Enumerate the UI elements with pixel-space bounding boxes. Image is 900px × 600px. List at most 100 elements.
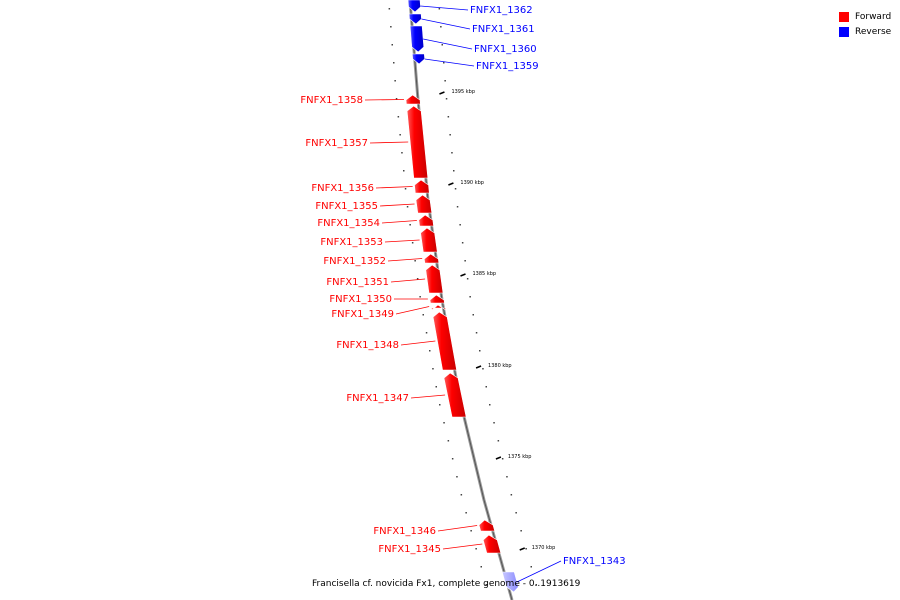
legend-label-reverse: Reverse (855, 26, 892, 37)
minor-tick (469, 296, 471, 298)
minor-tick (439, 404, 441, 406)
minor-tick (419, 296, 421, 298)
legend-item-forward: Forward (839, 9, 891, 24)
gene-fnfx1-1357[interactable] (406, 105, 429, 179)
minor-tick (404, 188, 407, 190)
minor-tick (480, 566, 482, 568)
tick-label: 1380 kbp (488, 363, 512, 369)
tick-label: 1385 kbp (473, 271, 497, 277)
gene-label[interactable]: FNFX1_1360 (474, 44, 537, 55)
tick-label: 1395 kbp (451, 89, 475, 95)
minor-tick (401, 152, 403, 154)
gene-fnfx1-1355[interactable] (415, 194, 433, 214)
minor-tick (432, 368, 434, 370)
minor-tick (470, 530, 472, 532)
label-leader (379, 203, 415, 207)
minor-tick (475, 332, 478, 334)
tick-label: 1390 kbp (460, 180, 484, 186)
minor-tick (425, 332, 428, 334)
minor-tick (515, 512, 517, 514)
gene-fnfx1-1349[interactable] (431, 304, 447, 311)
gene-label[interactable]: FNFX1_1347 (346, 393, 409, 404)
gene-label[interactable]: FNFX1_1352 (323, 256, 386, 267)
gene-fnfx1-1352[interactable] (423, 253, 440, 264)
label-leader (442, 543, 483, 550)
gene-fnfx1-1362[interactable] (407, 0, 421, 13)
major-tick-mark (448, 182, 454, 186)
gene-fnfx1-1356[interactable] (414, 179, 430, 194)
gene-label[interactable]: FNFX1_1348 (336, 340, 399, 351)
tick-label: 1375 kbp (508, 454, 532, 460)
forward-swatch (839, 11, 849, 22)
minor-tick (447, 116, 450, 118)
gene-fnfx1-1351[interactable] (425, 264, 444, 294)
gene-label[interactable]: FNFX1_1345 (378, 544, 441, 555)
minor-tick (390, 26, 392, 28)
minor-tick (485, 584, 487, 586)
minor-tick (445, 98, 448, 100)
minor-tick (459, 224, 461, 226)
gene-label[interactable]: FNFX1_1357 (305, 138, 368, 149)
label-leader (387, 258, 423, 262)
gene-label[interactable]: FNFX1_1361 (472, 24, 535, 35)
major-tick-mark (495, 456, 502, 460)
gene-label[interactable]: FNFX1_1343 (563, 556, 626, 567)
minor-tick (493, 422, 495, 424)
gene-label[interactable]: FNFX1_1350 (329, 294, 392, 305)
gene-label[interactable]: FNFX1_1351 (326, 277, 389, 288)
minor-tick (443, 62, 445, 64)
gene-label[interactable]: FNFX1_1362 (470, 5, 533, 16)
label-leader (423, 38, 473, 50)
minor-tick (416, 278, 419, 280)
minor-tick (482, 368, 484, 370)
minor-tick (422, 314, 424, 316)
minor-tick (438, 8, 441, 10)
minor-tick (451, 152, 453, 154)
gene-label[interactable]: FNFX1_1354 (317, 218, 380, 229)
gene-label[interactable]: FNFX1_1356 (311, 183, 374, 194)
minor-tick (461, 242, 464, 244)
minor-tick (520, 530, 522, 532)
minor-tick (394, 80, 396, 82)
legend-label-forward: Forward (855, 11, 892, 22)
gene-fnfx1-1361[interactable] (408, 13, 422, 25)
label-leader (421, 18, 471, 30)
minor-tick (510, 494, 513, 496)
minor-tick (388, 8, 391, 10)
gene-fnfx1-1350[interactable] (429, 294, 445, 304)
minor-tick (497, 440, 500, 442)
gene-fnfx1-1358[interactable] (405, 94, 421, 105)
gene-label[interactable]: FNFX1_1358 (300, 95, 363, 106)
label-leader (516, 560, 562, 583)
minor-tick (449, 134, 451, 136)
gene-fnfx1-1343[interactable] (501, 571, 519, 593)
gene-label[interactable]: FNFX1_1355 (315, 201, 378, 212)
gene-fnfx1-1354[interactable] (418, 214, 434, 227)
gene-label[interactable]: FNFX1_1346 (373, 526, 436, 537)
gene-fnfx1-1360[interactable] (409, 25, 425, 53)
major-tick-mark (475, 365, 482, 369)
minor-tick (506, 476, 508, 478)
gene-label[interactable]: FNFX1_1349 (331, 309, 394, 320)
minor-tick (414, 260, 416, 262)
gene-fnfx1-1346[interactable] (478, 519, 496, 532)
minor-tick (440, 26, 442, 28)
gene-fnfx1-1345[interactable] (482, 534, 502, 554)
gene-fnfx1-1347[interactable] (443, 372, 467, 418)
minor-tick (475, 548, 477, 550)
minor-ticks (388, 8, 537, 586)
minor-tick (444, 80, 446, 82)
gene-fnfx1-1359[interactable] (411, 53, 426, 65)
gene-labels: FNFX1_1362 FNFX1_1361 FNFX1_1360 FNFX1_1359… (300, 5, 626, 583)
minor-tick (391, 44, 393, 46)
legend: Forward Reverse (839, 9, 891, 39)
gene-label[interactable]: FNFX1_1353 (320, 237, 383, 248)
label-leader (395, 306, 430, 315)
minor-tick (409, 224, 411, 226)
label-leader (384, 239, 420, 243)
gene-fnfx1-1348[interactable] (432, 311, 457, 371)
gene-fnfx1-1353[interactable] (420, 227, 438, 253)
label-leader (369, 141, 409, 144)
minor-tick (466, 278, 469, 280)
gene-label[interactable]: FNFX1_1359 (476, 61, 539, 72)
